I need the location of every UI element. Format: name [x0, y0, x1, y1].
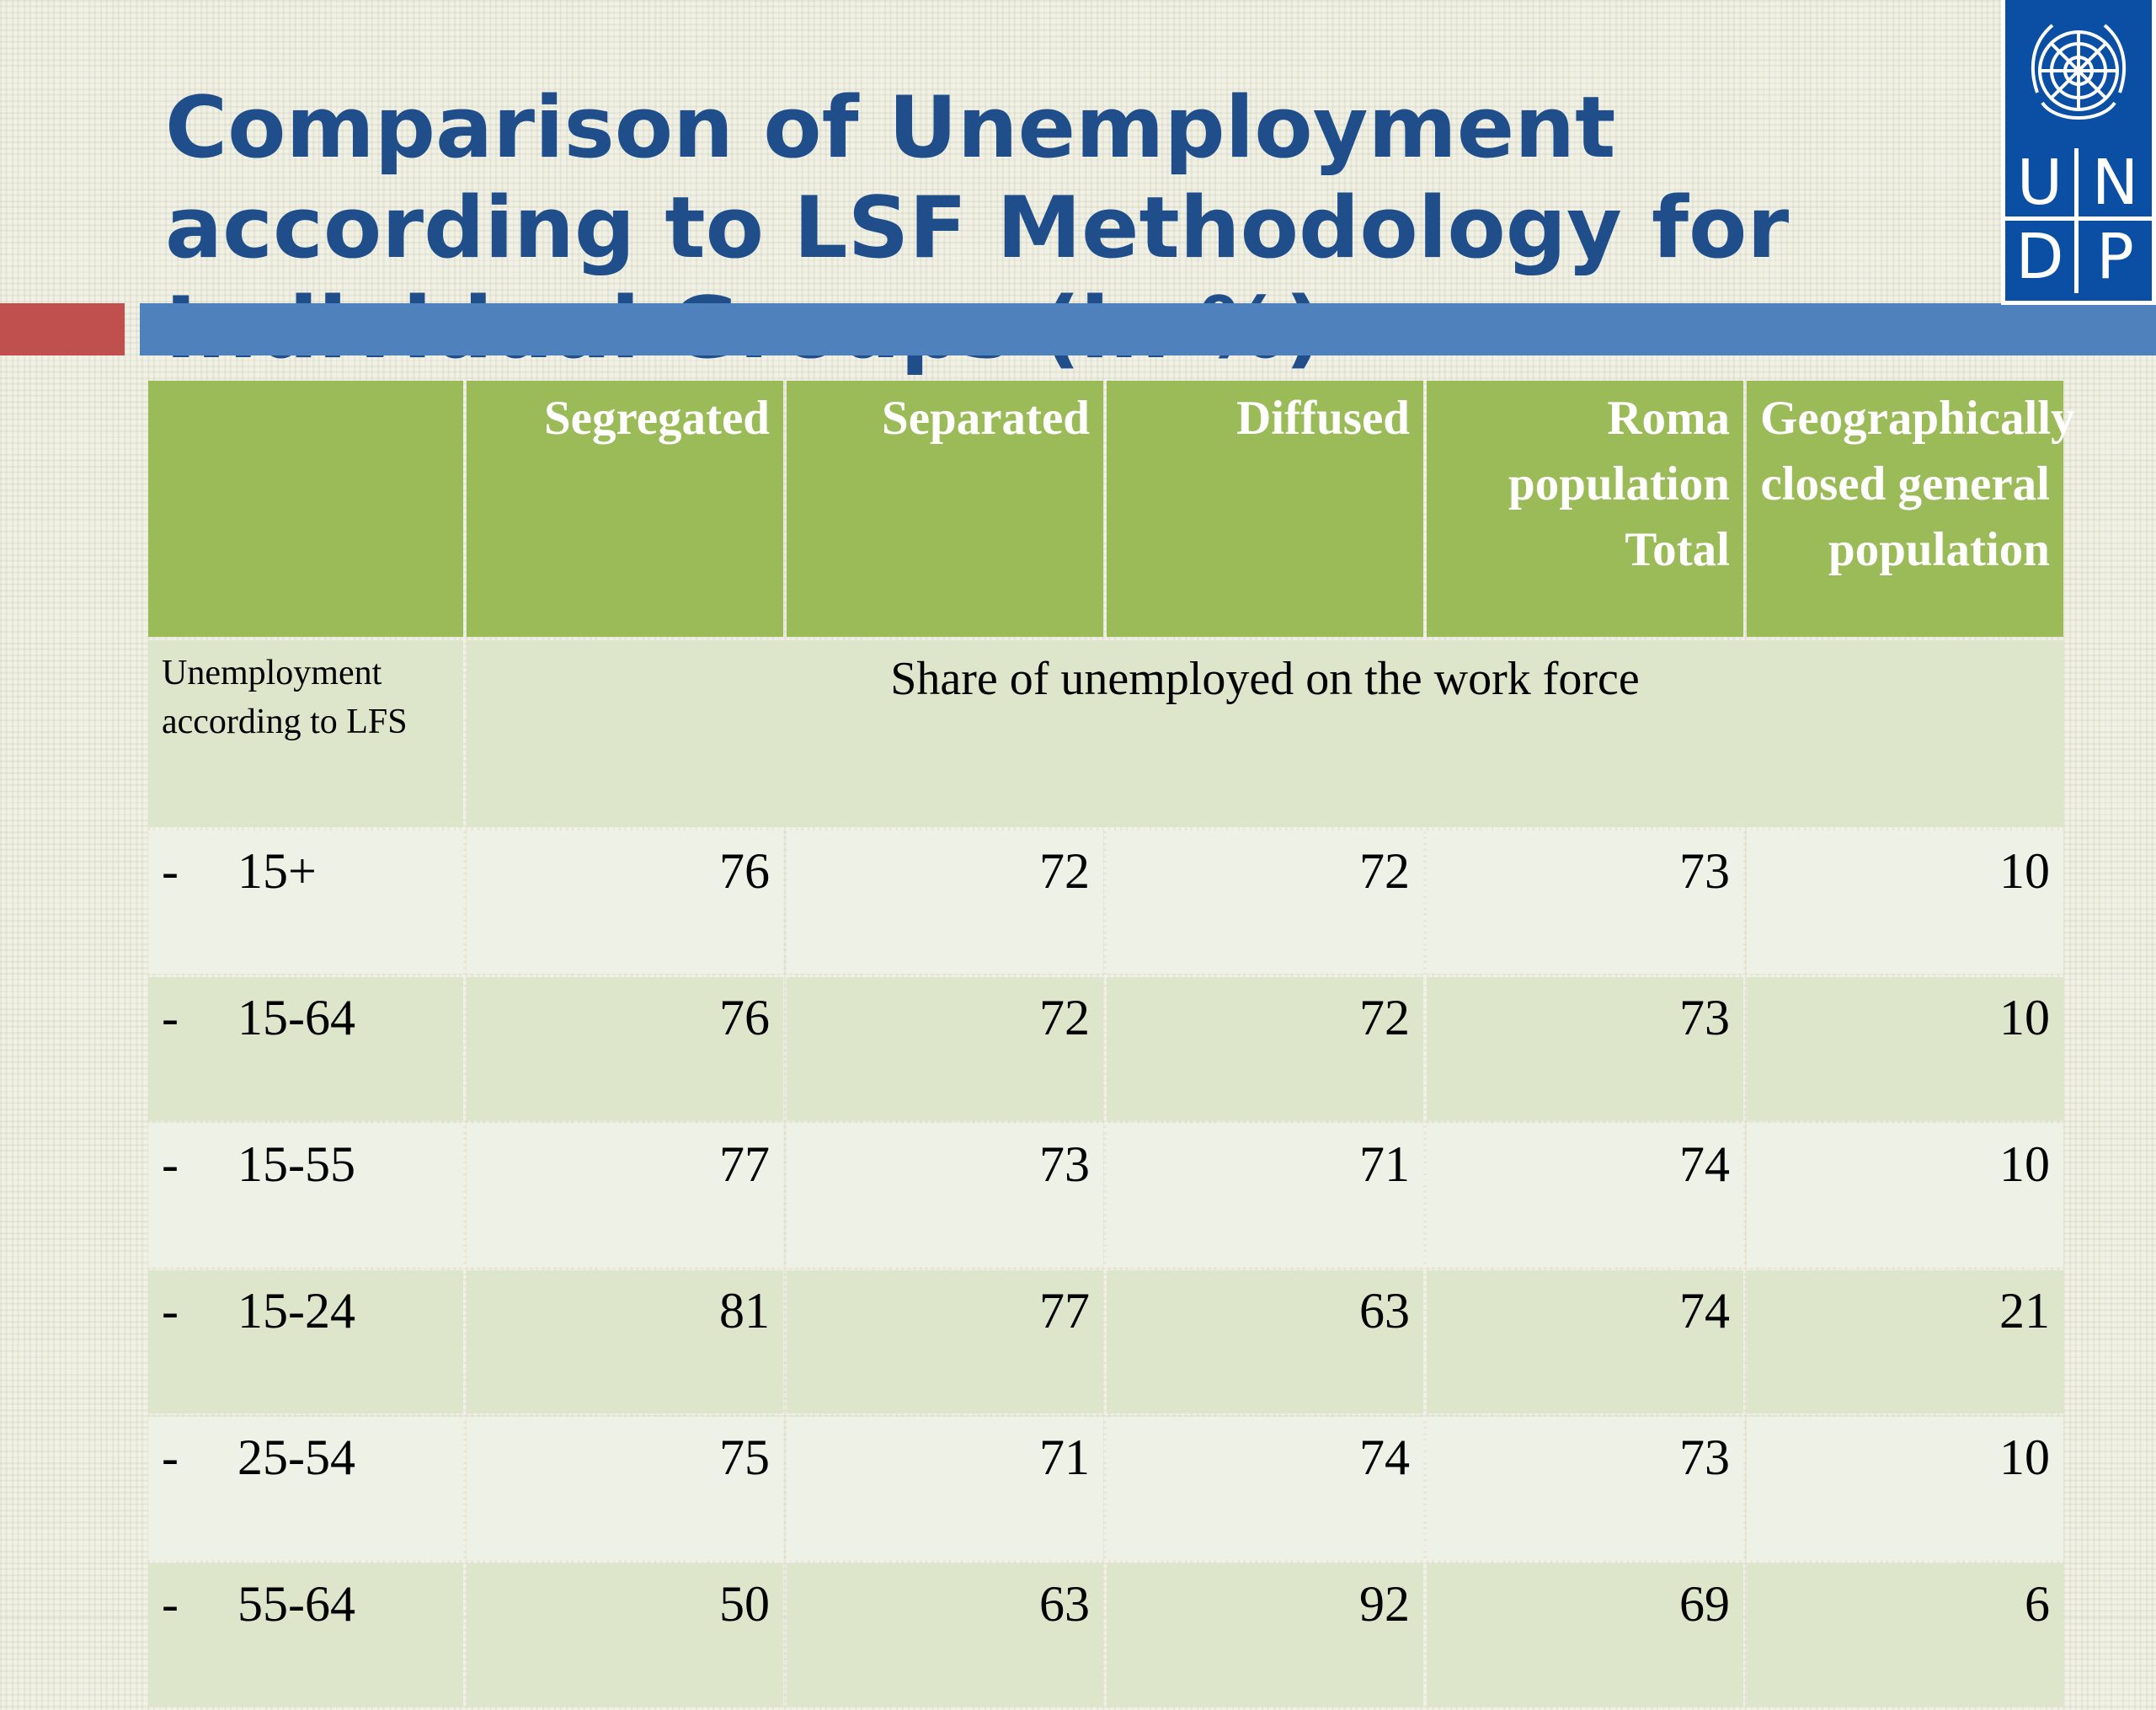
cell-segregated: 76 — [467, 977, 783, 1120]
logo-letter-d: D — [2005, 221, 2079, 293]
unemployment-table: Segregated Separated Diffused Roma popul… — [145, 377, 2075, 1710]
subheader-label: Unemployment according to LFS — [148, 640, 463, 827]
accent-bar — [0, 303, 125, 355]
row-dash: - — [162, 1136, 179, 1192]
cell-segregated: 76 — [467, 831, 783, 974]
cell-roma-total: 73 — [1427, 977, 1743, 1120]
subheader-row: Unemployment according to LFS Share of u… — [148, 640, 2063, 827]
row-label: 15-55 — [237, 1136, 355, 1192]
undp-logo: U N D P — [2001, 0, 2156, 305]
header-roma-total: Roma population Total — [1427, 381, 1743, 637]
row-dash: - — [162, 990, 179, 1045]
cell-separated: 77 — [787, 1270, 1103, 1413]
cell-diffused: 63 — [1107, 1270, 1423, 1413]
table-row: - 15+ 76 72 72 73 10 — [148, 831, 2063, 974]
header-segregated: Segregated — [467, 381, 783, 637]
row-label: 15-24 — [237, 1283, 355, 1339]
subheader-span: Share of unemployed on the work force — [467, 640, 2063, 827]
cell-roma-total: 74 — [1427, 1124, 1743, 1267]
cell-roma-total: 73 — [1427, 831, 1743, 974]
cell-roma-total: 69 — [1427, 1563, 1743, 1707]
row-dash: - — [162, 1283, 179, 1339]
row-label: 15+ — [237, 843, 317, 899]
cell-geographically-closed: 10 — [1747, 1124, 2063, 1267]
header-diffused: Diffused — [1107, 381, 1423, 637]
cell-segregated: 50 — [467, 1563, 783, 1707]
header-geographically-closed: Geographically closed general population — [1747, 381, 2075, 637]
row-label: 25-54 — [237, 1429, 355, 1485]
cell-diffused: 72 — [1107, 977, 1423, 1120]
row-label-cell: - 15-24 — [148, 1270, 463, 1413]
cell-separated: 72 — [787, 831, 1103, 974]
cell-separated: 72 — [787, 977, 1103, 1120]
cell-geographically-closed: 21 — [1747, 1270, 2063, 1413]
cell-segregated: 77 — [467, 1124, 783, 1267]
row-label-cell: - 25-54 — [148, 1417, 463, 1560]
logo-letter-n: N — [2079, 147, 2152, 221]
row-label-cell: - 15-55 — [148, 1124, 463, 1267]
row-dash: - — [162, 1429, 179, 1485]
table-row: - 15-64 76 72 72 73 10 — [148, 977, 2063, 1120]
table-row: - 25-54 75 71 74 73 10 — [148, 1417, 2063, 1560]
logo-letter-p: P — [2096, 221, 2134, 293]
cell-segregated: 75 — [467, 1417, 783, 1560]
row-label-cell: - 15-64 — [148, 977, 463, 1120]
cell-separated: 63 — [787, 1563, 1103, 1707]
row-label: 15-64 — [237, 990, 355, 1045]
cell-separated: 71 — [787, 1417, 1103, 1560]
cell-diffused: 72 — [1107, 831, 1423, 974]
cell-segregated: 81 — [467, 1270, 783, 1413]
row-dash: - — [162, 1576, 179, 1632]
row-dash: - — [162, 843, 179, 899]
cell-geographically-closed: 10 — [1747, 977, 2063, 1120]
table-row: - 55-64 50 63 92 69 6 — [148, 1563, 2063, 1707]
cell-geographically-closed: 10 — [1747, 831, 2063, 974]
table-row: - 15-55 77 73 71 74 10 — [148, 1124, 2063, 1267]
table-header-row: Segregated Separated Diffused Roma popul… — [148, 381, 2075, 637]
row-label-cell: - 15+ — [148, 831, 463, 974]
cell-separated: 73 — [787, 1124, 1103, 1267]
cell-diffused: 74 — [1107, 1417, 1423, 1560]
table-row: - 15-24 81 77 63 74 21 — [148, 1270, 2063, 1413]
header-cell-empty — [148, 381, 463, 637]
cell-diffused: 92 — [1107, 1563, 1423, 1707]
row-label-cell: - 55-64 — [148, 1563, 463, 1707]
row-label: 55-64 — [237, 1576, 355, 1632]
cell-diffused: 71 — [1107, 1124, 1423, 1267]
title-underline-bar — [140, 303, 2156, 355]
cell-geographically-closed: 6 — [1747, 1563, 2063, 1707]
logo-letter-u: U — [2005, 147, 2079, 221]
cell-geographically-closed: 10 — [1747, 1417, 2063, 1560]
cell-roma-total: 74 — [1427, 1270, 1743, 1413]
cell-roma-total: 73 — [1427, 1417, 1743, 1560]
header-separated: Separated — [787, 381, 1103, 637]
un-emblem-icon — [2031, 24, 2127, 120]
